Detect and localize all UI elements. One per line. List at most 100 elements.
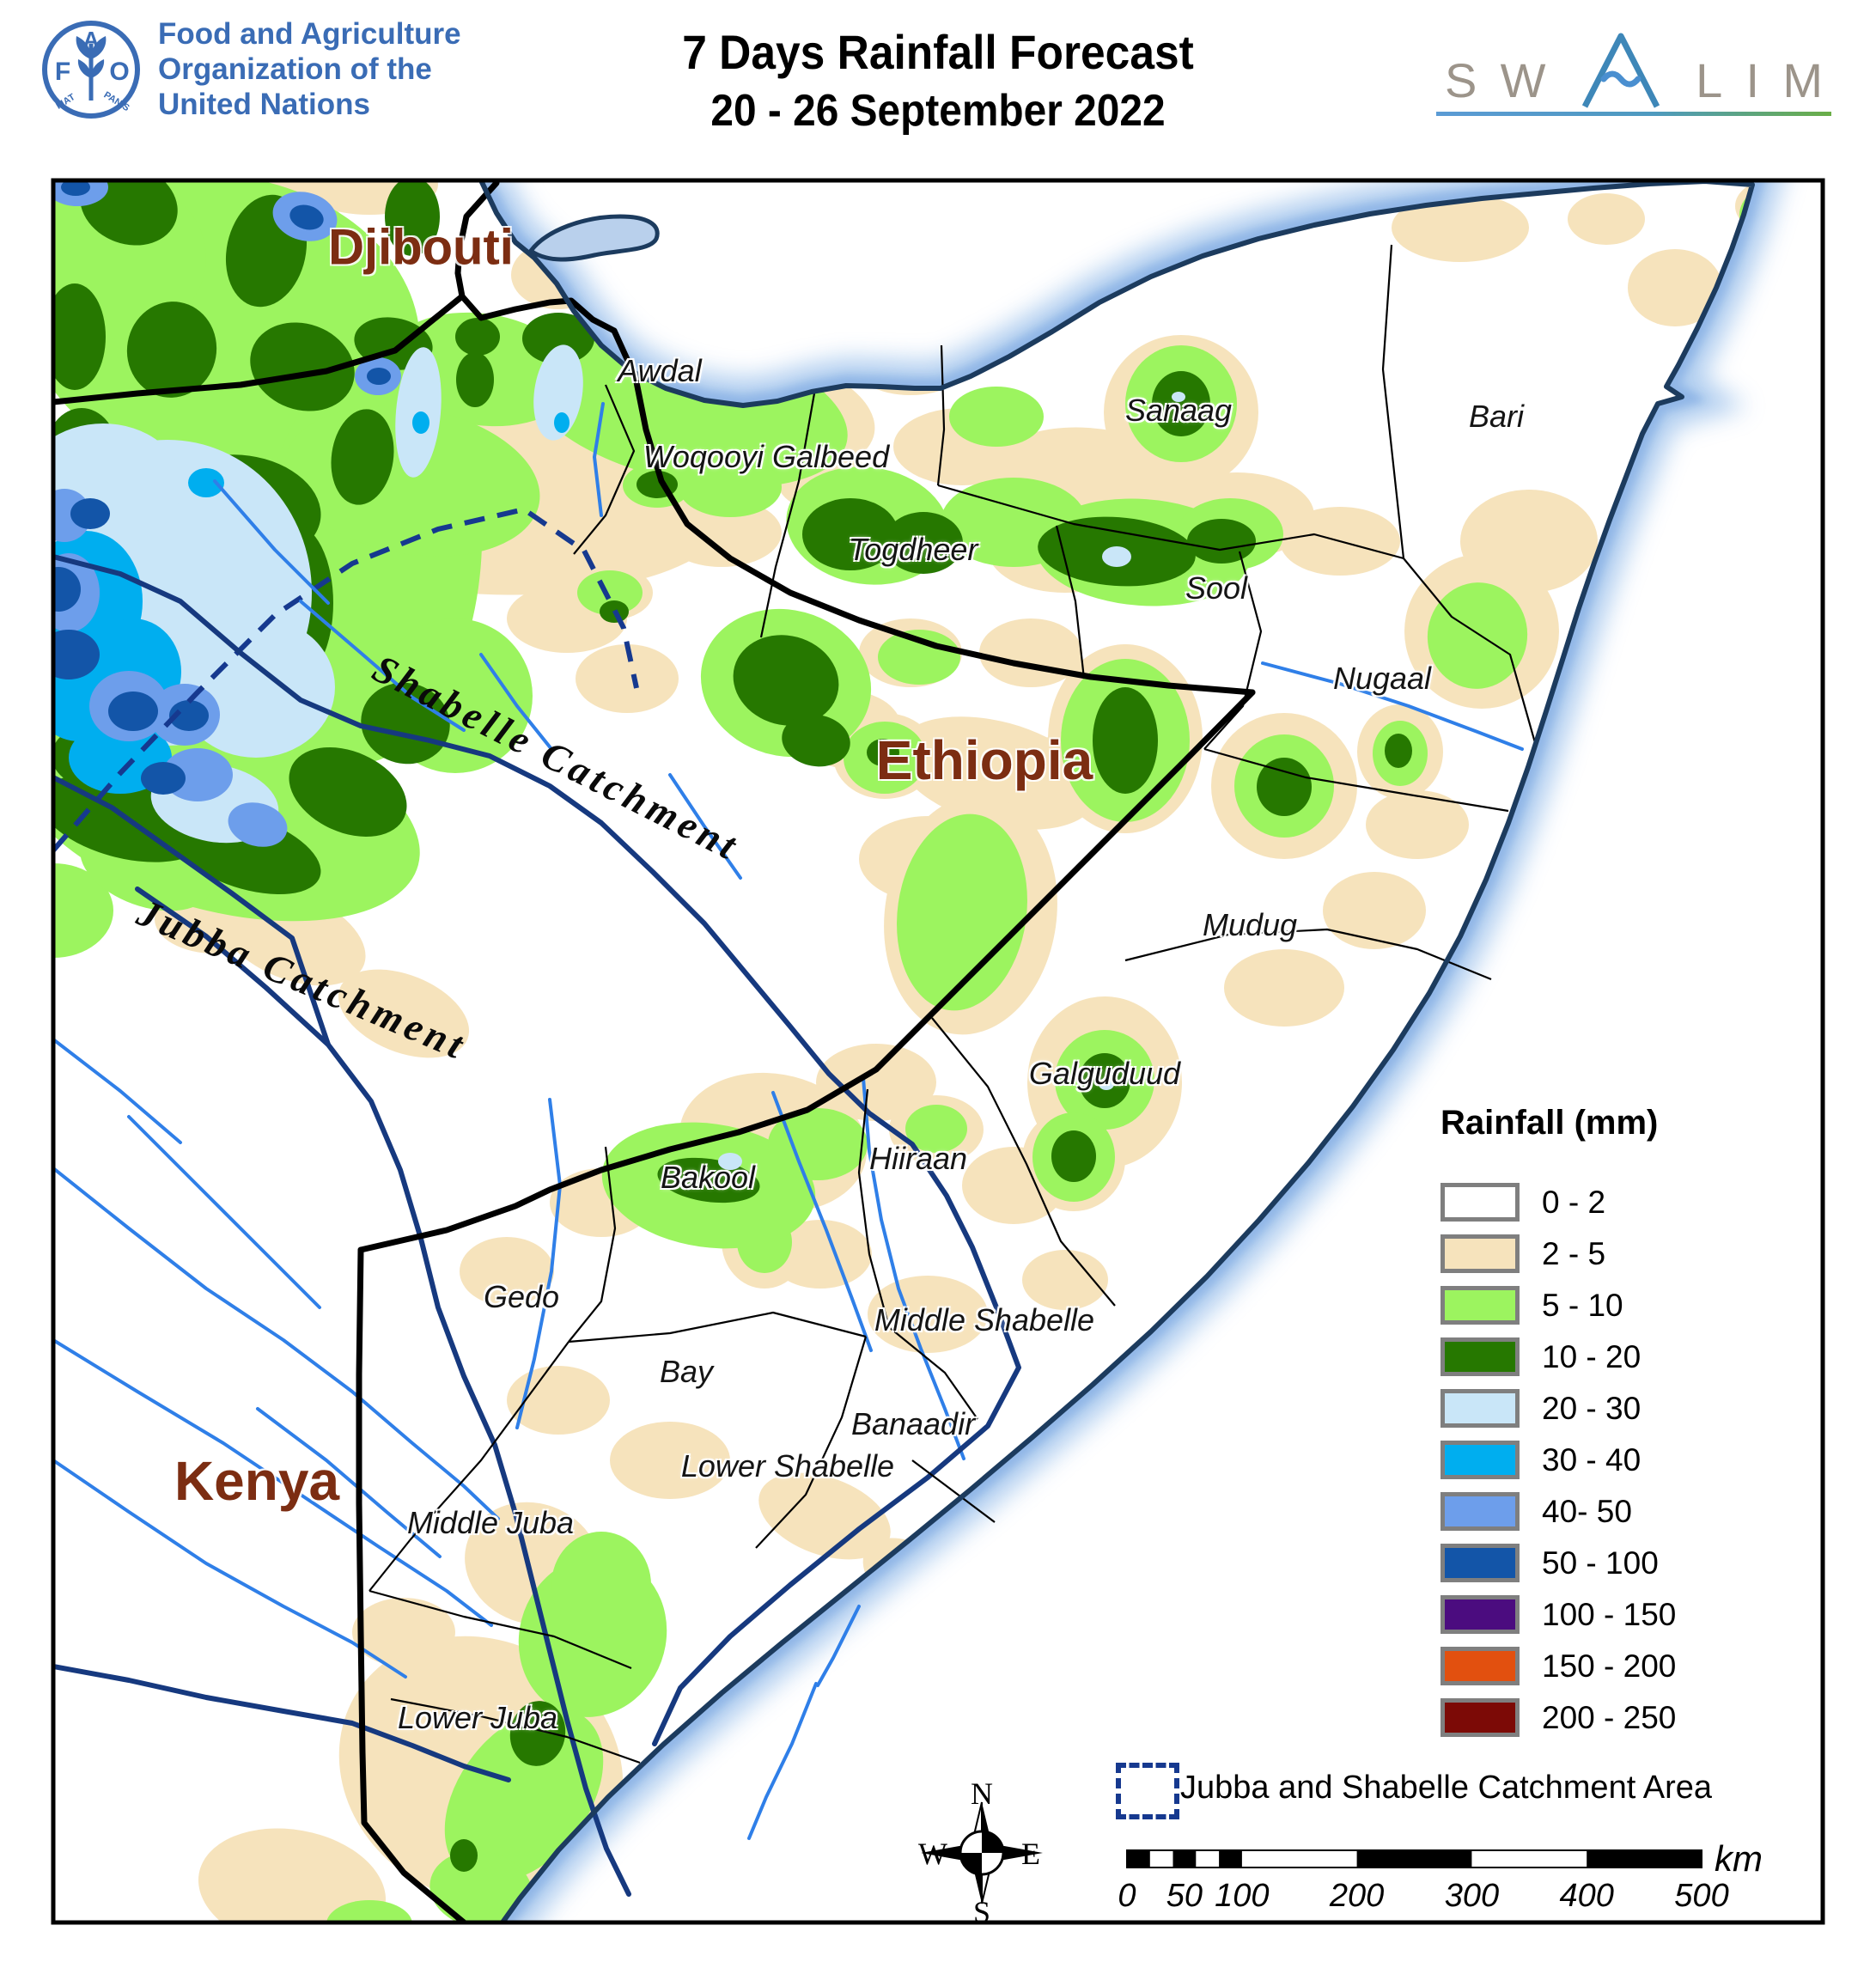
- legend-row-4: 20 - 30: [1440, 1385, 1676, 1432]
- legend-row-8: 100 - 150: [1440, 1591, 1676, 1638]
- legend-row-10: 200 - 250: [1440, 1694, 1676, 1741]
- rainfall-legend: Rainfall (mm) 0 - 2 2 - 5 5 - 10 10 - 20 20 …: [1440, 1104, 1676, 1746]
- legend-swatch-4: [1440, 1389, 1520, 1428]
- scale-tick-500: 500: [1674, 1878, 1729, 1914]
- fao-letter-o: O: [109, 58, 129, 86]
- region-label-gedo: Gedo: [483, 1279, 560, 1314]
- region-label-togdheer: Togdheer: [848, 532, 978, 567]
- legend-swatch-5: [1440, 1441, 1520, 1479]
- region-label-sool: Sool: [1185, 570, 1248, 606]
- catchment-area-legend-label: Jubba and Shabelle Catchment Area: [1180, 1770, 1712, 1806]
- scale-bar: [1126, 1849, 1702, 1868]
- region-label-nugaal: Nugaal: [1332, 661, 1432, 696]
- tadjoura-bay: [527, 214, 660, 262]
- scale-tick-400: 400: [1559, 1878, 1614, 1914]
- rainfall-darkblue-patches: [53, 180, 391, 795]
- legend-label-7: 50 - 100: [1542, 1545, 1659, 1581]
- region-label-bari: Bari: [1468, 399, 1525, 434]
- legend-swatch-8: [1440, 1595, 1520, 1634]
- legend-row-1: 2 - 5: [1440, 1230, 1676, 1277]
- scale-tick-300: 300: [1444, 1878, 1500, 1914]
- fao-org-name: Food and Agriculture Organization of the…: [158, 17, 461, 123]
- legend-label-6: 40- 50: [1542, 1493, 1632, 1529]
- country-borders: [53, 180, 1256, 1922]
- scale-tick-0: 0: [1118, 1878, 1136, 1914]
- map-frame: [51, 178, 1825, 1925]
- catchment-area-legend-swatch: [1116, 1763, 1179, 1819]
- map-title-line1: 7 Days Rainfall Forecast: [682, 25, 1194, 79]
- region-label-lower-juba: Lower Juba: [397, 1700, 558, 1735]
- region-label-bakool: Bakool: [660, 1160, 756, 1195]
- legend-row-0: 0 - 2: [1440, 1179, 1676, 1226]
- legend-swatch-0: [1440, 1183, 1520, 1222]
- legend-title: Rainfall (mm): [1440, 1104, 1659, 1142]
- region-label-sanaag: Sanaag: [1124, 393, 1233, 428]
- swalim-logo: S W L I M: [1436, 29, 1831, 116]
- legend-row-6: 40- 50: [1440, 1488, 1676, 1535]
- compass-west-label: W: [918, 1837, 947, 1871]
- region-label-hiiraan: Hiiraan: [868, 1141, 968, 1176]
- fao-org-line2: Organization of the: [158, 52, 432, 86]
- swalim-letter-m: M: [1782, 53, 1823, 107]
- map-title-line2: 20 - 26 September 2022: [710, 86, 1166, 136]
- region-label-middle-juba: Middle Juba: [406, 1505, 575, 1540]
- catchment-boundary-dashed-line: [53, 506, 639, 852]
- legend-swatch-1: [1440, 1234, 1520, 1273]
- main-rivers: [53, 554, 1021, 1897]
- legend-swatch-10: [1440, 1698, 1520, 1737]
- region-label-bay: Bay: [659, 1354, 714, 1389]
- map-title: 7 Days Rainfall Forecast 20 - 26 Septemb…: [594, 24, 1282, 137]
- fao-logo: F A O FIAT PANIS: [42, 21, 140, 119]
- region-borders: [368, 244, 1538, 1764]
- region-label-lower-shabelle: Lower Shabelle: [680, 1448, 895, 1484]
- swalim-letter-w: W: [1500, 53, 1546, 107]
- legend-row-9: 150 - 200: [1440, 1642, 1676, 1690]
- legend-label-4: 20 - 30: [1542, 1390, 1642, 1426]
- legend-swatch-7: [1440, 1544, 1520, 1582]
- compass-rose: N S W E: [918, 1776, 1043, 1922]
- region-label-middle-shabelle: Middle Shabelle: [874, 1302, 1095, 1337]
- legend-swatch-3: [1440, 1337, 1520, 1376]
- legend-label-2: 5 - 10: [1542, 1287, 1623, 1323]
- fao-letter-a: A: [83, 27, 100, 52]
- compass-north-label: N: [971, 1776, 993, 1811]
- legend-row-3: 10 - 20: [1440, 1333, 1676, 1380]
- scale-tick-200: 200: [1329, 1878, 1385, 1914]
- legend-swatch-2: [1440, 1286, 1520, 1325]
- region-label-mudug: Mudug: [1202, 907, 1298, 942]
- legend-label-10: 200 - 250: [1542, 1699, 1677, 1735]
- legend-swatch-9: [1440, 1647, 1520, 1685]
- legend-label-0: 0 - 2: [1542, 1184, 1606, 1220]
- tributary-rivers: [53, 402, 1524, 1840]
- scale-tick-100: 100: [1215, 1878, 1270, 1914]
- region-label-banaadir: Banaadir: [850, 1406, 976, 1441]
- legend-row-5: 30 - 40: [1440, 1436, 1676, 1484]
- legend-label-5: 30 - 40: [1542, 1441, 1642, 1478]
- country-label-ethiopia: Ethiopia: [875, 729, 1093, 791]
- swalim-letter-s: S: [1445, 53, 1477, 107]
- swalim-letter-l: L: [1696, 53, 1723, 107]
- legend-swatch-6: [1440, 1492, 1520, 1531]
- swalim-letter-i: I: [1745, 53, 1760, 107]
- swalim-underline: [1436, 112, 1831, 116]
- fao-org-line1: Food and Agriculture: [158, 17, 461, 51]
- region-label-galguduud: Galguduud: [1028, 1056, 1181, 1091]
- scale-bar-unit: km: [1715, 1838, 1763, 1879]
- scale-tick-50: 50: [1166, 1878, 1203, 1914]
- region-label-woqooyi-galbeed: Woqooyi Galbeed: [643, 439, 890, 474]
- fao-org-line3: United Nations: [158, 87, 370, 121]
- country-label-kenya: Kenya: [174, 1450, 340, 1512]
- fao-header: F A O FIAT PANIS Food and Agriculture Or…: [40, 17, 461, 123]
- legend-label-1: 2 - 5: [1542, 1235, 1606, 1271]
- swalim-mountain-icon: [1581, 33, 1660, 108]
- legend-label-9: 150 - 200: [1542, 1648, 1677, 1684]
- region-label-awdal: Awdal: [618, 353, 702, 388]
- legend-rows: 0 - 2 2 - 5 5 - 10 10 - 20 20 - 30 30 - 40 40-…: [1440, 1179, 1676, 1741]
- fao-letter-f: F: [55, 58, 70, 86]
- country-label-djibouti: Djibouti: [328, 219, 514, 276]
- legend-row-7: 50 - 100: [1440, 1539, 1676, 1587]
- legend-row-2: 5 - 10: [1440, 1282, 1676, 1329]
- compass-east-label: E: [1021, 1837, 1040, 1871]
- legend-label-8: 100 - 150: [1542, 1596, 1677, 1632]
